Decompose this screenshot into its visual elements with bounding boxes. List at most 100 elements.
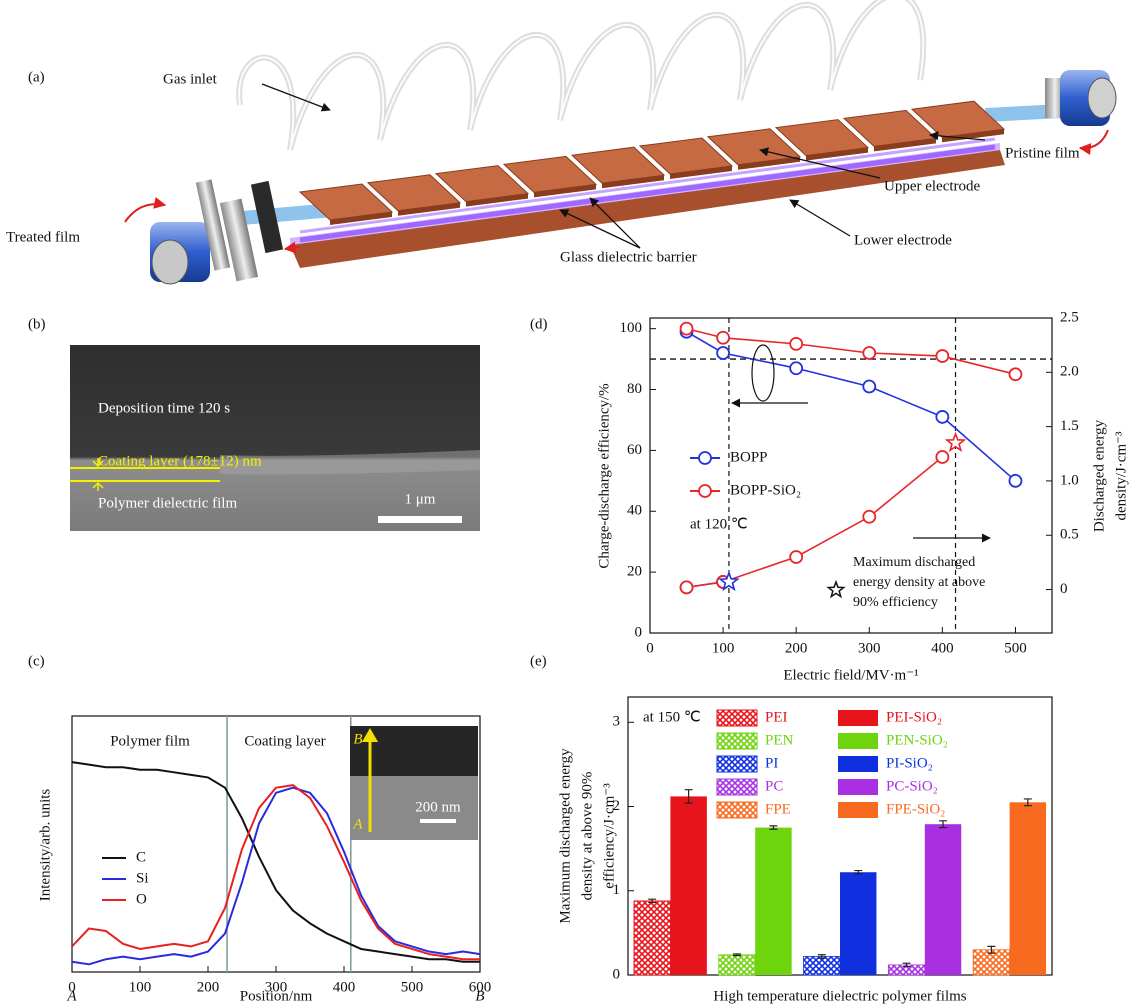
y-axis-label: efficiency/J·cm⁻³ [601, 783, 617, 889]
data-point [789, 361, 804, 376]
bar [718, 954, 756, 976]
y-tick-label: 80 [627, 381, 642, 397]
y-tick-label: 40 [627, 503, 642, 519]
rotation-arrow [1078, 129, 1109, 156]
x-tick-label: 600 [469, 979, 492, 995]
y-tick-label: 1 [613, 882, 621, 898]
data-point [862, 346, 877, 360]
pointer [559, 209, 641, 249]
panel-label: (d) [530, 316, 548, 332]
error-bar [939, 820, 948, 829]
bar [924, 824, 962, 975]
legend-swatch [716, 732, 758, 750]
x-end-label: B [475, 988, 484, 1004]
x-tick-label: 300 [265, 979, 288, 995]
legend-marker [698, 451, 712, 465]
pointer [759, 147, 881, 179]
series-line [71, 761, 480, 963]
legend-label: PEI-SiO₂ [886, 709, 942, 725]
gas-tube [236, 0, 927, 151]
x-axis-label: Position/nm [240, 988, 313, 1004]
thickness-arrows [92, 458, 104, 491]
y-axis-label: Charge-discharge efficiency/% [596, 383, 612, 568]
data-point [789, 336, 804, 351]
annotation: Glass dielectric barrier [560, 249, 697, 265]
data-point [1008, 473, 1023, 488]
data-point [679, 321, 694, 336]
electrode-plate-side [942, 129, 1004, 143]
x-end-label: A [66, 988, 77, 1004]
electrode-plate-side [670, 166, 732, 179]
x-tick-label: 400 [333, 979, 356, 995]
error-bar [817, 954, 826, 959]
y2-tick-label: 0 [1060, 581, 1068, 597]
data-point [1008, 367, 1023, 382]
x-tick-label: 0 [68, 979, 76, 995]
electrode-plate-side [398, 202, 460, 216]
legend-swatch [716, 709, 758, 727]
legend-label: PC-SiO₂ [886, 778, 938, 794]
legend-swatch [838, 802, 878, 818]
legend-label: PC [765, 778, 783, 794]
error-bar [648, 898, 657, 904]
inset-scale-bar [420, 819, 456, 823]
series-line [71, 784, 480, 961]
annotation: 90% efficiency [853, 595, 938, 610]
x-tick-label: 200 [197, 979, 220, 995]
y2-tick-label: 1.0 [1060, 472, 1079, 488]
error-bar [1023, 798, 1032, 807]
caption: Coating layer (178±12) nm [98, 453, 262, 469]
y-axis-label: density at above 90% [579, 772, 595, 901]
y2-axis-label: Discharged energy [1091, 419, 1107, 532]
y-tick-label: 100 [620, 320, 643, 336]
apparatus-diagram: (a) Gas inlet Pristine film Upper electr… [6, 0, 1117, 285]
bar [755, 827, 792, 975]
y-tick-label: 3 [613, 714, 621, 730]
y-tick-label: 20 [627, 564, 642, 580]
sem-image [70, 345, 480, 531]
error-bar [987, 945, 996, 954]
panel-label: (e) [530, 653, 547, 669]
plasma-glow [299, 137, 996, 234]
legend-swatch [838, 756, 878, 772]
data-point [935, 410, 950, 424]
series-line [71, 786, 481, 966]
x-tick-label: 100 [712, 640, 735, 656]
roller-end [1087, 77, 1117, 119]
plot-frame [649, 317, 1053, 634]
electrode-plate-side [330, 212, 392, 225]
caption: Deposition time 120 s [98, 400, 230, 416]
annotation: Treated film [6, 229, 80, 245]
y-tick-label: 0 [635, 624, 643, 640]
group-ellipse [751, 344, 775, 402]
data-point [862, 379, 877, 394]
y-tick-label: 0 [613, 966, 621, 982]
x-axis-label: Electric field/MV·m⁻¹ [783, 667, 918, 683]
data-point [716, 330, 730, 345]
x-tick-label: 300 [858, 640, 881, 656]
chart-line: (c) 0 100 200 300 400 500 600 C Si O Polymer film Co… [28, 653, 491, 1004]
x-axis-label: High temperature dielectric polymer film… [713, 988, 966, 1004]
annotation: Upper electrode [884, 178, 981, 194]
legend-label: FPE [765, 801, 791, 817]
legend-label: PEN [765, 732, 794, 748]
note: at 120 ℃ [690, 516, 748, 532]
y-axis-label: Intensity/arb. units [37, 789, 53, 902]
y-tick-label: 2 [613, 798, 621, 814]
gas-tube-highlight [238, 0, 925, 151]
x-tick-label: 500 [1004, 640, 1027, 656]
x-tick-label: 0 [646, 640, 654, 656]
data-point [789, 550, 804, 564]
error-bar [732, 953, 741, 957]
roller-end [151, 239, 189, 285]
pointer [929, 131, 986, 141]
legend-label: C [136, 849, 146, 865]
y-tick-label: 60 [627, 442, 642, 458]
x-tick-label: 400 [931, 640, 954, 656]
bar [803, 956, 841, 976]
annotation: Gas inlet [163, 71, 218, 87]
chart-bar: (e) 0 1 2 3 PEI PEI-SiO₂ PEN PEN-SiO₂ PI PI-SiO₂ PC… [530, 653, 1053, 1004]
data-point [679, 580, 694, 595]
x-tick-label: 500 [401, 979, 424, 995]
legend-swatch [838, 733, 878, 749]
